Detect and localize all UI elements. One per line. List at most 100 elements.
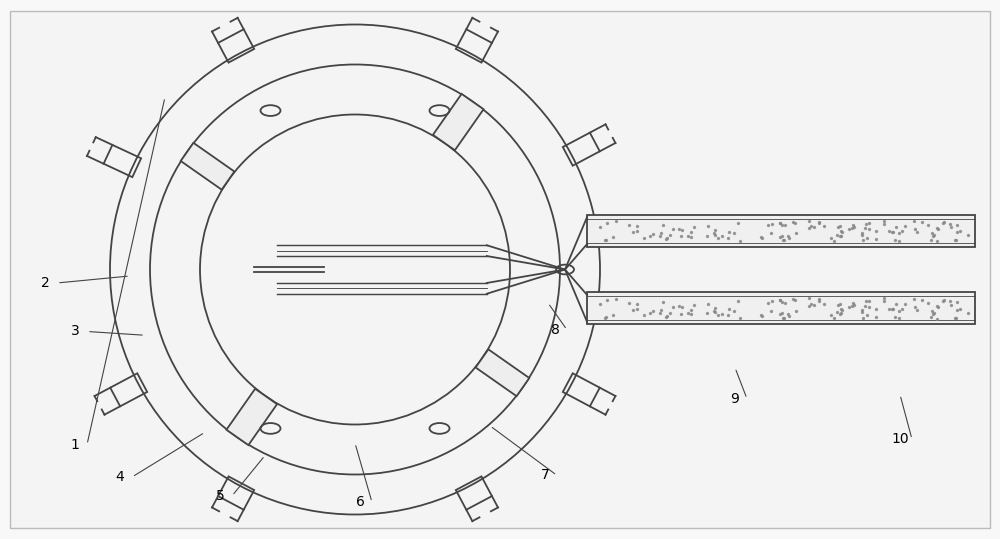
Point — [952, 227, 968, 236]
Point — [920, 221, 936, 230]
Point — [700, 222, 716, 230]
Point — [680, 231, 696, 240]
Point — [785, 295, 801, 304]
Point — [774, 220, 790, 229]
Point — [803, 222, 819, 231]
Point — [930, 302, 946, 311]
Point — [721, 305, 737, 314]
Point — [608, 295, 624, 303]
Point — [774, 298, 790, 307]
Point — [597, 236, 613, 245]
Point — [857, 302, 873, 310]
Point — [876, 219, 892, 228]
Point — [949, 228, 965, 237]
Point — [858, 219, 874, 228]
Point — [823, 233, 839, 242]
Point — [949, 306, 965, 314]
Point — [707, 303, 723, 312]
Point — [861, 302, 877, 311]
Point — [830, 301, 846, 309]
Point — [846, 223, 862, 232]
Point — [683, 310, 699, 319]
Polygon shape — [181, 143, 234, 190]
Point — [772, 296, 788, 305]
Point — [881, 305, 897, 313]
Point — [826, 237, 842, 245]
Point — [671, 302, 687, 310]
Point — [720, 233, 736, 242]
Point — [897, 299, 913, 308]
Point — [653, 228, 669, 237]
Point — [907, 225, 923, 234]
Text: 10: 10 — [891, 432, 909, 446]
Point — [707, 230, 723, 239]
Point — [686, 300, 702, 309]
Point — [861, 219, 877, 227]
Point — [803, 300, 819, 308]
Point — [781, 234, 797, 243]
Point — [844, 301, 860, 310]
Point — [846, 301, 862, 309]
Point — [936, 218, 952, 226]
Point — [683, 228, 699, 237]
Point — [907, 303, 923, 312]
Point — [772, 296, 788, 305]
Point — [888, 300, 904, 309]
Text: 2: 2 — [41, 276, 49, 290]
Point — [801, 216, 817, 225]
Point — [662, 231, 678, 240]
Point — [801, 224, 817, 233]
Point — [861, 296, 877, 305]
Point — [777, 221, 793, 230]
Point — [887, 313, 903, 321]
Point — [658, 235, 674, 244]
Point — [665, 225, 681, 233]
Point — [929, 301, 945, 310]
Point — [598, 236, 614, 244]
Point — [780, 232, 796, 240]
Point — [854, 230, 870, 239]
Point — [930, 225, 946, 233]
Point — [884, 227, 900, 236]
Point — [629, 300, 645, 308]
Point — [861, 225, 877, 233]
Point — [832, 309, 848, 318]
Point — [605, 233, 621, 241]
Point — [787, 218, 803, 227]
Point — [826, 314, 842, 323]
Point — [914, 295, 930, 304]
Point — [721, 227, 737, 236]
Point — [960, 308, 976, 317]
Point — [674, 303, 690, 312]
Point — [699, 309, 715, 318]
Point — [891, 314, 907, 322]
Point — [629, 305, 645, 313]
Point — [662, 309, 678, 317]
Point — [832, 299, 848, 308]
Point — [605, 310, 621, 319]
Point — [671, 224, 687, 233]
Point — [924, 306, 940, 315]
Point — [811, 217, 827, 226]
Point — [884, 305, 900, 314]
Point — [881, 227, 897, 236]
Point — [823, 311, 839, 320]
Point — [732, 236, 748, 245]
Point — [776, 314, 792, 322]
Point — [854, 308, 870, 316]
Point — [935, 219, 951, 228]
FancyBboxPatch shape — [587, 292, 975, 324]
Point — [926, 231, 942, 239]
Point — [891, 307, 907, 315]
Point — [806, 223, 822, 232]
Point — [801, 294, 817, 302]
Point — [754, 312, 770, 320]
Point — [652, 231, 668, 240]
Text: 1: 1 — [71, 438, 79, 452]
Point — [754, 234, 770, 243]
Point — [625, 306, 641, 314]
Point — [876, 294, 892, 302]
Text: 3: 3 — [71, 324, 79, 338]
Point — [621, 299, 637, 307]
Point — [760, 298, 776, 307]
